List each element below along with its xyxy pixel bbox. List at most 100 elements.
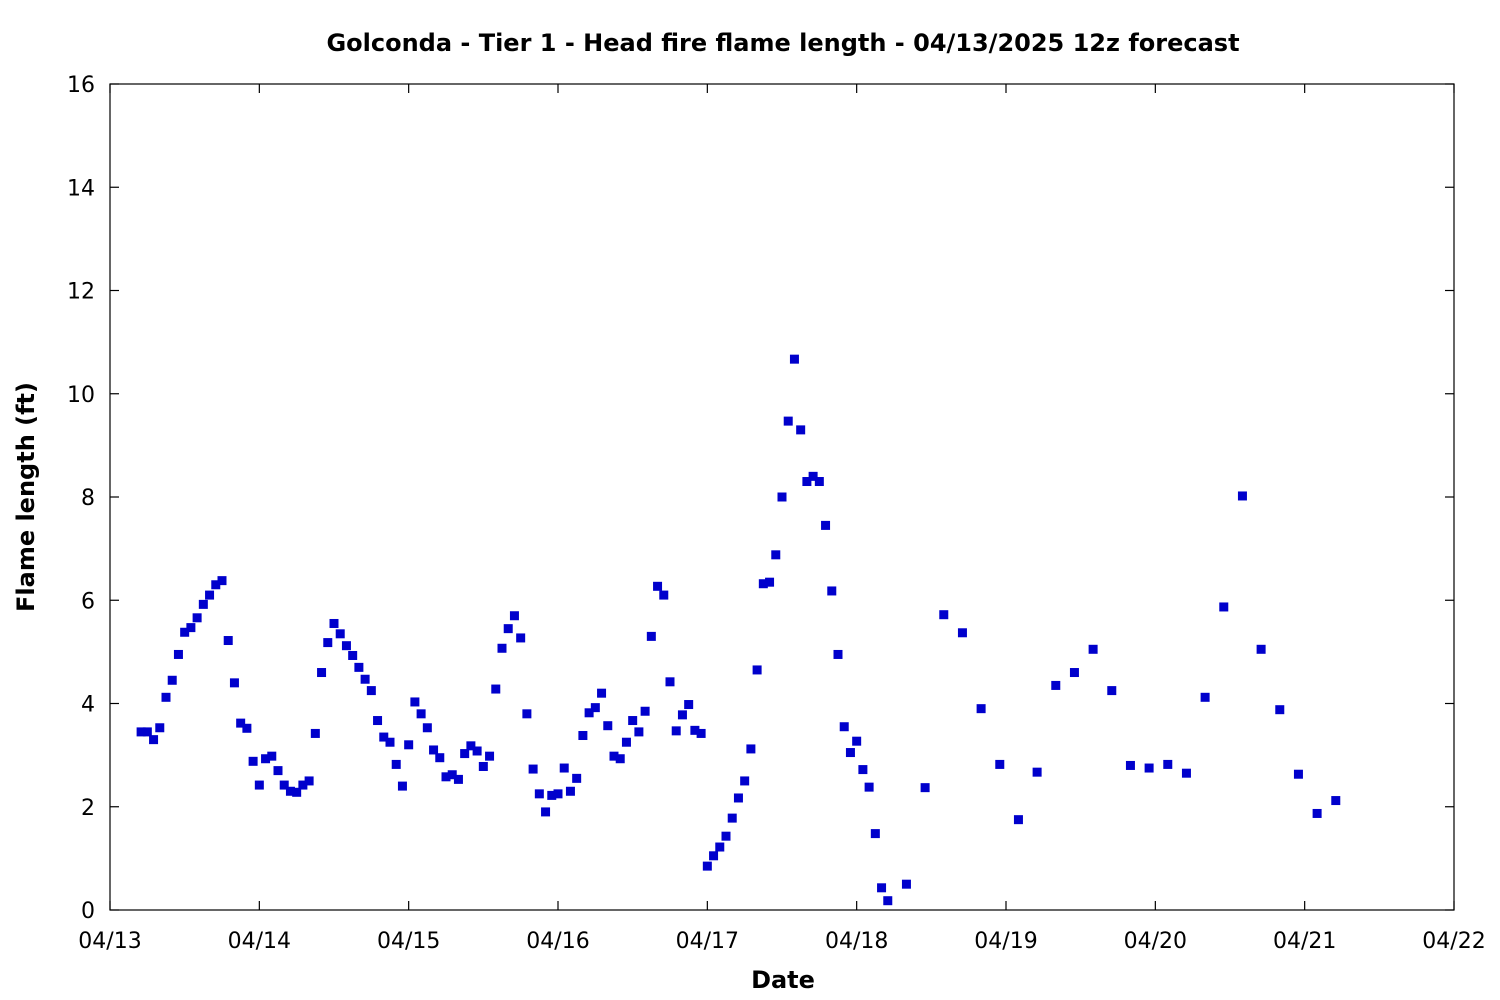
x-tick-label: 04/22 (1422, 929, 1485, 954)
y-tick-label: 8 (81, 486, 95, 511)
data-point (995, 759, 1005, 769)
data-point (752, 665, 762, 675)
chart-title: Golconda - Tier 1 - Head fire flame leng… (326, 29, 1239, 57)
data-point (360, 674, 370, 684)
data-point (223, 636, 233, 646)
data-point (1256, 644, 1266, 654)
y-tick-label: 6 (81, 589, 95, 614)
y-tick-label: 2 (81, 796, 95, 821)
data-point (814, 477, 824, 487)
data-point (422, 723, 432, 733)
data-point (1107, 686, 1117, 696)
data-point (229, 678, 239, 688)
data-point (572, 773, 582, 783)
data-point (597, 688, 607, 698)
data-point (671, 726, 681, 736)
x-tick-label: 04/13 (78, 929, 141, 954)
data-point (236, 718, 246, 728)
data-point (441, 772, 451, 782)
x-axis-label: Date (751, 966, 815, 994)
data-point (205, 590, 215, 600)
x-tick-label: 04/21 (1273, 929, 1336, 954)
data-point (211, 580, 221, 590)
data-point (783, 416, 793, 426)
y-tick-label: 16 (67, 73, 95, 98)
data-point (180, 627, 190, 637)
x-tick-label: 04/16 (526, 929, 589, 954)
data-point (621, 737, 631, 747)
data-point (833, 649, 843, 659)
x-tick-label: 04/17 (676, 929, 739, 954)
data-point (298, 780, 308, 790)
data-point (341, 641, 351, 651)
data-point (198, 599, 208, 609)
data-point (870, 829, 880, 839)
data-point (379, 732, 389, 742)
data-point (939, 610, 949, 620)
data-point (559, 763, 569, 773)
data-point (267, 751, 277, 761)
data-point (161, 692, 171, 702)
data-point (777, 492, 787, 502)
data-point (740, 776, 750, 786)
data-point (142, 727, 152, 737)
data-point (1013, 815, 1023, 825)
data-point (653, 581, 663, 591)
data-point (317, 668, 327, 678)
data-point (497, 643, 507, 653)
data-point (410, 697, 420, 707)
data-point (503, 624, 513, 634)
data-point (509, 611, 519, 621)
y-axis-label: Flame length (ft) (12, 382, 40, 612)
data-point (186, 623, 196, 633)
data-point (646, 631, 656, 641)
data-point (1181, 768, 1191, 778)
data-point (397, 781, 407, 791)
data-point (709, 851, 719, 861)
y-tick-label: 14 (67, 176, 95, 201)
y-tick-label: 0 (81, 899, 95, 924)
data-point (920, 783, 930, 793)
data-point (391, 759, 401, 769)
data-point (696, 728, 706, 738)
data-point (385, 737, 395, 747)
data-point (453, 774, 463, 784)
data-point (883, 896, 893, 906)
data-point (217, 576, 227, 586)
data-point (248, 756, 258, 766)
y-tick-label: 12 (67, 280, 95, 305)
data-point (354, 662, 364, 672)
data-point (192, 613, 202, 623)
data-point (285, 786, 295, 796)
data-point (590, 703, 600, 713)
data-point (1069, 668, 1079, 678)
data-point (528, 764, 538, 774)
data-point (690, 725, 700, 735)
data-point (348, 650, 358, 660)
data-point (310, 728, 320, 738)
data-point (516, 633, 526, 643)
data-point (173, 649, 183, 659)
data-point (821, 520, 831, 530)
data-point (522, 709, 532, 719)
data-point (765, 577, 775, 587)
data-point (796, 425, 806, 435)
data-point (733, 793, 743, 803)
data-point (578, 731, 588, 741)
x-tick-label: 04/15 (377, 929, 440, 954)
data-point (1331, 796, 1341, 806)
data-point (485, 751, 495, 761)
data-point (323, 638, 333, 648)
data-point (827, 586, 837, 596)
data-point (541, 807, 551, 817)
data-point (472, 746, 482, 756)
data-point (1144, 763, 1154, 773)
data-point (447, 770, 457, 780)
data-point (628, 716, 638, 726)
data-points (136, 354, 1341, 906)
data-point (1200, 692, 1210, 702)
x-axis: 04/13 04/14 04/15 04/16 04/17 04/18 04/19 04/20… (78, 84, 1486, 954)
data-point (435, 753, 445, 763)
data-point (684, 700, 694, 710)
